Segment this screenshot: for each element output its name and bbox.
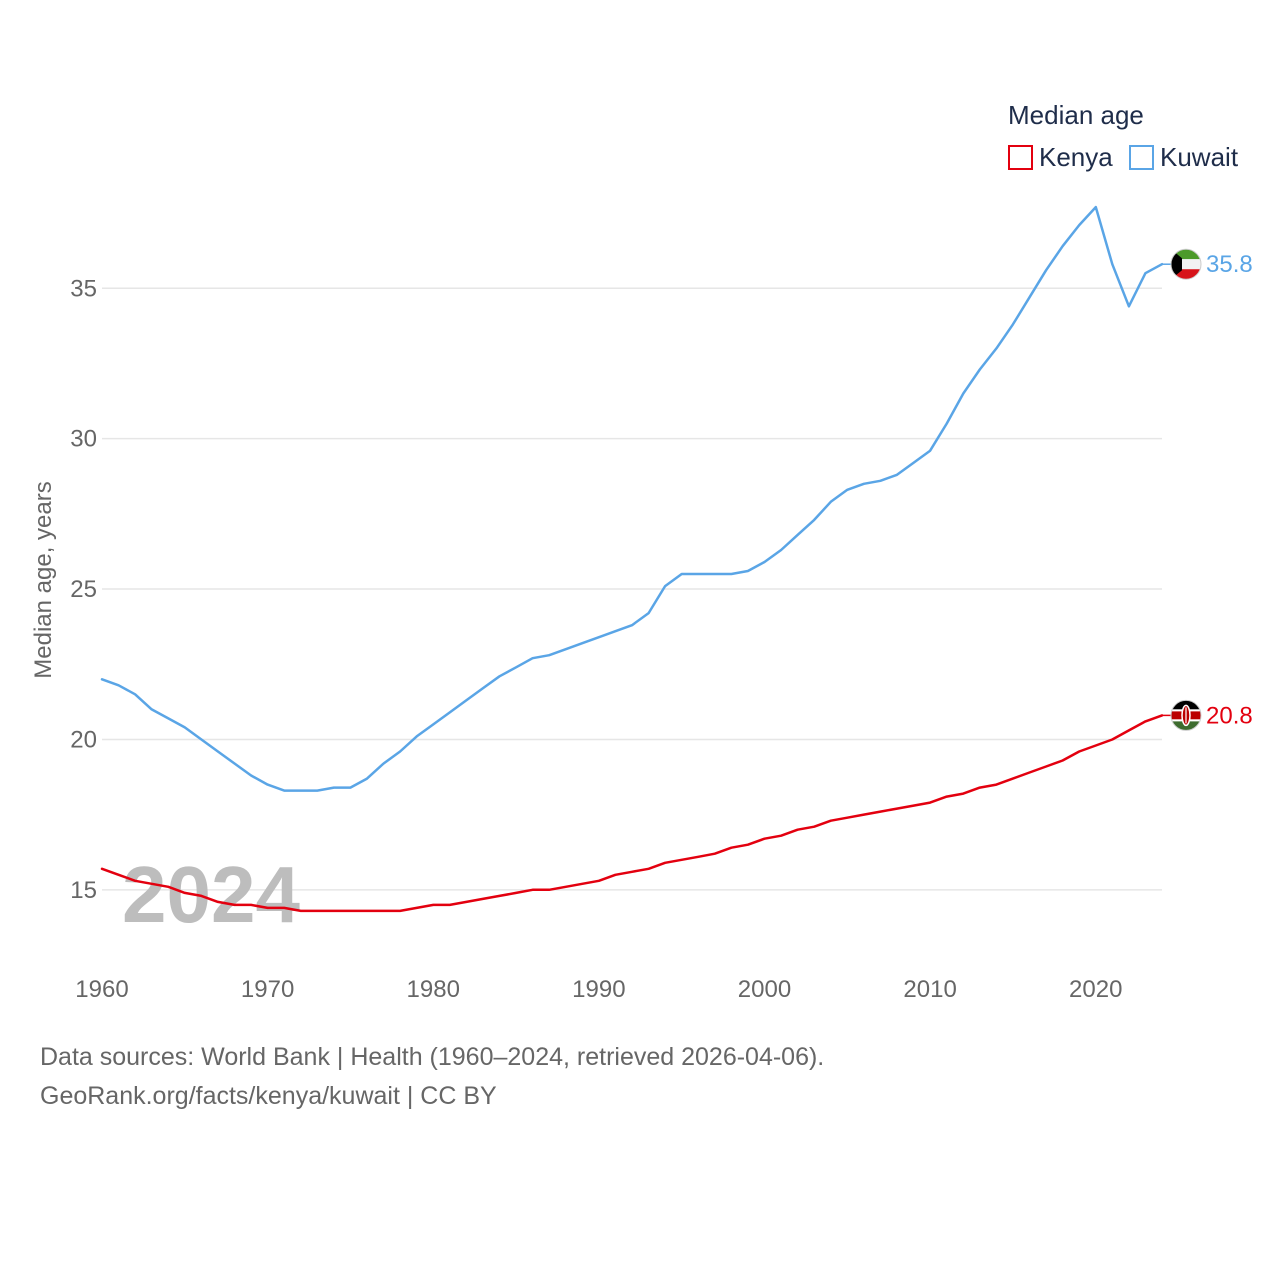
- end-label-kenya: 20.8: [1206, 702, 1253, 729]
- series-line-kuwait: [100, 205, 1164, 792]
- x-axis-ticks: 1960 1970 1980 1990 2000 2010 2020: [75, 976, 1122, 1003]
- flag-outline-kenya: [1170, 699, 1202, 731]
- legend-label-kenya: Kenya: [1039, 142, 1113, 172]
- year-watermark: 2024: [122, 850, 300, 939]
- x-tick-label-2020: 2020: [1069, 976, 1122, 1003]
- flag-outline-kuwait: [1170, 248, 1202, 280]
- footer-sources: Data sources: World Bank | Health (1960–…: [40, 1043, 825, 1071]
- legend: Median age Kenya Kuwait: [1008, 100, 1239, 172]
- legend-label-kuwait: Kuwait: [1160, 142, 1239, 172]
- x-tick-label-1990: 1990: [572, 976, 625, 1003]
- flag-stripe-green: [1171, 249, 1201, 260]
- series-end-markers: 20.8 35.8: [1162, 248, 1253, 731]
- legend-item-kuwait[interactable]: Kuwait: [1129, 142, 1239, 172]
- x-tick-label-1970: 1970: [241, 976, 294, 1003]
- x-tick-label-1980: 1980: [407, 976, 460, 1003]
- series-lines: [100, 205, 1164, 913]
- legend-swatch-kenya: [1008, 145, 1033, 170]
- x-tick-label-1960: 1960: [75, 976, 128, 1003]
- y-axis-ticks: 15 20 25 30 35: [70, 275, 97, 904]
- flag-stripe-red: [1171, 269, 1201, 280]
- kenya-flag-icon: [1170, 699, 1202, 731]
- flag-body-kuwait: [1171, 249, 1201, 280]
- y-axis-title: Median age, years: [30, 481, 57, 678]
- grid: [102, 287, 1162, 891]
- legend-swatch-kuwait: [1129, 145, 1154, 170]
- x-tick-label-2000: 2000: [738, 976, 791, 1003]
- series-line-kenya: [100, 714, 1164, 913]
- x-tick-label-2010: 2010: [903, 976, 956, 1003]
- y-tick-label-25: 25: [70, 576, 97, 603]
- flag-trapezoid-black: [1171, 249, 1182, 280]
- footer-link[interactable]: GeoRank.org/facts/kenya/kuwait | CC BY: [40, 1082, 497, 1110]
- end-label-kuwait: 35.8: [1206, 251, 1253, 278]
- y-tick-label-20: 20: [70, 726, 97, 753]
- flag-body-kenya: [1171, 700, 1201, 731]
- y-tick-label-35: 35: [70, 275, 97, 302]
- legend-title: Median age: [1008, 100, 1144, 130]
- y-tick-label-15: 15: [70, 877, 97, 904]
- kuwait-flag-icon: [1170, 248, 1202, 280]
- legend-item-kenya[interactable]: Kenya: [1008, 142, 1113, 172]
- y-tick-label-30: 30: [70, 426, 97, 453]
- flag-stripe-white: [1171, 259, 1201, 270]
